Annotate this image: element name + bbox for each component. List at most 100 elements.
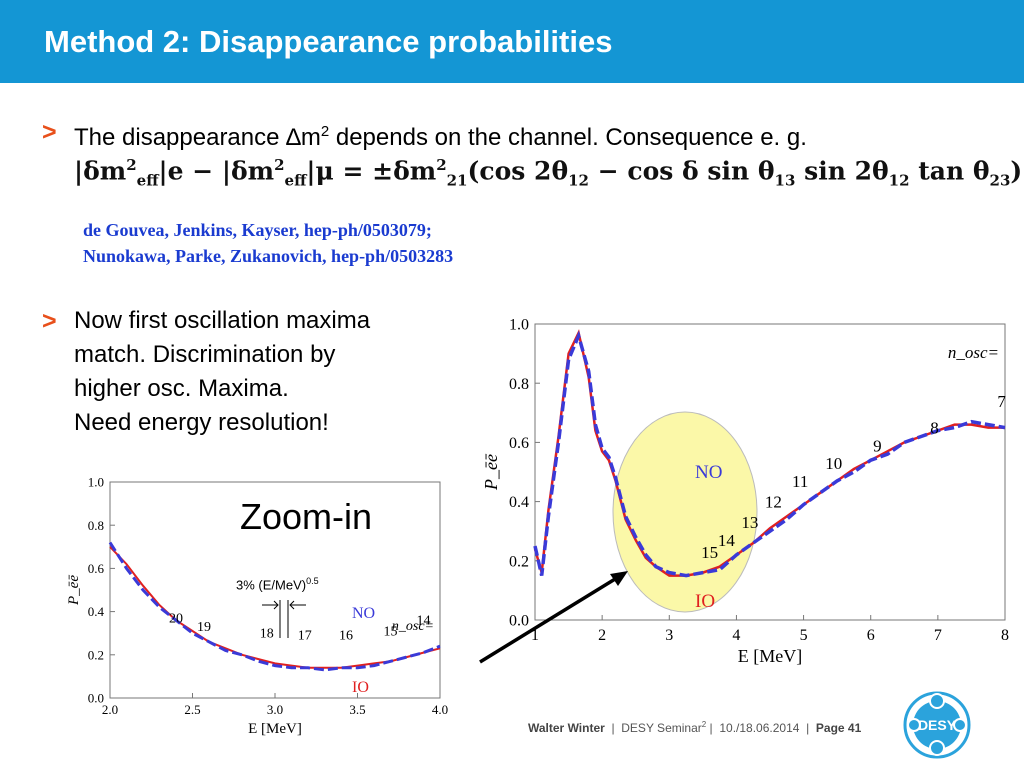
formula: |δm2eff|e − |δm2eff|μ = ±δm221(cos 2θ12 … bbox=[74, 156, 1022, 189]
bullet2-line: match. Discrimination by bbox=[74, 341, 336, 368]
y-tick-label: 0.4 bbox=[88, 604, 105, 619]
osc-label: 19 bbox=[197, 620, 211, 635]
x-tick-label: 3.0 bbox=[267, 702, 283, 717]
footer-page: Page 41 bbox=[815, 721, 862, 735]
bullet2-line: Now first oscillation maxima bbox=[74, 307, 371, 334]
osc-label: 16 bbox=[339, 629, 353, 644]
x-tick-label: 4.0 bbox=[432, 702, 448, 717]
reference-1: de Gouvea, Jenkins, Kayser, hep-ph/05030… bbox=[83, 220, 432, 240]
footer-sep: | bbox=[806, 721, 810, 735]
f-s12b: 12 bbox=[888, 171, 910, 190]
osc-label: 8 bbox=[930, 419, 939, 438]
y-tick-label: 1.0 bbox=[88, 475, 104, 490]
desy-logo-text: DESY bbox=[918, 717, 957, 733]
io-label: IO bbox=[352, 679, 369, 696]
f-sub21: 21 bbox=[446, 171, 468, 190]
osc-label: 7 bbox=[997, 392, 1006, 411]
footer-sep: | bbox=[709, 721, 713, 735]
x-tick-label: 3 bbox=[665, 627, 673, 644]
osc-label: 10 bbox=[825, 454, 842, 473]
reference-2: Nunokawa, Parke, Zukanovich, hep-ph/0503… bbox=[83, 246, 454, 266]
y-tick-label: 0.2 bbox=[509, 553, 529, 570]
y-tick-label: 0.2 bbox=[88, 647, 104, 662]
f-lhs: |δm bbox=[74, 156, 127, 186]
f-sup3: 2 bbox=[436, 156, 447, 174]
resolution-text: 3% (E/MeV) bbox=[236, 577, 307, 593]
bullet1-m: m bbox=[300, 124, 321, 151]
desy-logo: DESY bbox=[903, 691, 971, 759]
osc-label: 12 bbox=[765, 493, 782, 512]
y-tick-label: 0.6 bbox=[509, 435, 529, 452]
f-mid: − cos δ sin θ bbox=[589, 156, 775, 186]
y-tick-label: 0.8 bbox=[88, 518, 104, 533]
series-line-no bbox=[108, 541, 441, 672]
zoom-label: Zoom-in bbox=[240, 496, 373, 537]
legend-title: n_osc= bbox=[948, 343, 999, 362]
x-tick-label: 5 bbox=[800, 627, 808, 644]
x-axis-label: E [MeV] bbox=[248, 721, 302, 737]
osc-label: 9 bbox=[873, 436, 882, 455]
bullet2-line: higher osc. Maxima. bbox=[74, 375, 289, 402]
y-axis-label: P_ēē bbox=[481, 453, 501, 491]
x-tick-label: 2.5 bbox=[184, 702, 200, 717]
footer-dates: 10./18.06.2014 bbox=[719, 721, 800, 735]
bullet1-text: The disappearance ∆m2 depends on the cha… bbox=[74, 115, 807, 155]
bullet2-text: Now first oscillation maxima match. Disc… bbox=[74, 304, 370, 440]
resolution-arrow-left bbox=[262, 600, 279, 610]
footer-author: Walter Winter bbox=[528, 721, 605, 735]
f-close: ) bbox=[1010, 156, 1023, 186]
title-bar: Method 2: Disappearance probabilities bbox=[0, 0, 1024, 83]
osc-label: 15 bbox=[384, 624, 398, 639]
slide-title: Method 2: Disappearance probabilities bbox=[44, 24, 613, 59]
series-line-no bbox=[533, 330, 1006, 578]
bullet1-sup: 2 bbox=[320, 123, 330, 140]
y-tick-label: 0.0 bbox=[88, 691, 104, 706]
y-tick-label: 0.0 bbox=[509, 613, 529, 630]
x-tick-label: 6 bbox=[867, 627, 875, 644]
f-sup1: 2 bbox=[126, 156, 137, 174]
legend-title: n_osc= bbox=[392, 619, 434, 634]
f-e: |e − |δm bbox=[158, 156, 275, 186]
osc-label: 14 bbox=[718, 531, 736, 550]
main-chart: 1 2 3 4 5 6 7 80.00.20.40.60.81.0E [MeV]P_ēē789… bbox=[481, 317, 1009, 666]
footer-event: DESY Seminar bbox=[621, 721, 702, 735]
f-s13: 13 bbox=[774, 171, 796, 190]
y-tick-label: 0.6 bbox=[88, 561, 105, 576]
x-tick-label: 3.5 bbox=[349, 702, 365, 717]
bullet2-line: Need energy resolution! bbox=[74, 409, 329, 436]
zoom-chart: 2.0 2.5 3.0 3.5 4.0 0.0 0.2 0.4 0.6 0.8 1.0 E [MeV]… bbox=[66, 475, 448, 737]
x-tick-label: 1 bbox=[531, 627, 539, 644]
f-eff1: eff bbox=[136, 171, 159, 190]
y-tick-label: 0.4 bbox=[509, 494, 529, 511]
f-mid3: tan θ bbox=[909, 156, 990, 186]
no-label: NO bbox=[695, 462, 722, 483]
f-rhs: (cos 2θ bbox=[467, 156, 569, 186]
osc-label: 20 bbox=[169, 611, 183, 626]
osc-label: 11 bbox=[792, 472, 808, 491]
y-axis-label: P_ēē bbox=[66, 575, 82, 606]
f-sup2: 2 bbox=[274, 156, 285, 174]
bullet-marker-1: > bbox=[42, 118, 57, 146]
x-tick-label: 2 bbox=[598, 627, 606, 644]
x-tick-label: 7 bbox=[934, 627, 942, 644]
f-eff2: eff bbox=[284, 171, 307, 190]
io-label: IO bbox=[695, 591, 715, 612]
y-tick-label: 0.8 bbox=[509, 376, 529, 393]
resolution-note: 3% (E/MeV)0.5 bbox=[236, 576, 319, 592]
resolution-arrow-right bbox=[289, 600, 306, 610]
resolution-sup: 0.5 bbox=[306, 576, 319, 586]
bullet1-post: depends on the channel. Consequence e. g… bbox=[329, 124, 807, 151]
no-label: NO bbox=[352, 605, 375, 622]
osc-label: 17 bbox=[298, 629, 312, 644]
footer-sep: | bbox=[611, 721, 615, 735]
pointer-arrow bbox=[479, 571, 628, 664]
footer-event-sup: 2 bbox=[701, 720, 707, 729]
bullet-marker-2: > bbox=[42, 307, 57, 335]
bullet1-delta: ∆ bbox=[286, 124, 301, 151]
y-tick-label: 1.0 bbox=[509, 317, 529, 334]
osc-label: 15 bbox=[701, 543, 718, 562]
f-mid2: sin 2θ bbox=[795, 156, 889, 186]
x-tick-label: 4 bbox=[732, 627, 740, 644]
osc-label: 14 bbox=[417, 614, 431, 629]
x-tick-label: 2.0 bbox=[102, 702, 118, 717]
